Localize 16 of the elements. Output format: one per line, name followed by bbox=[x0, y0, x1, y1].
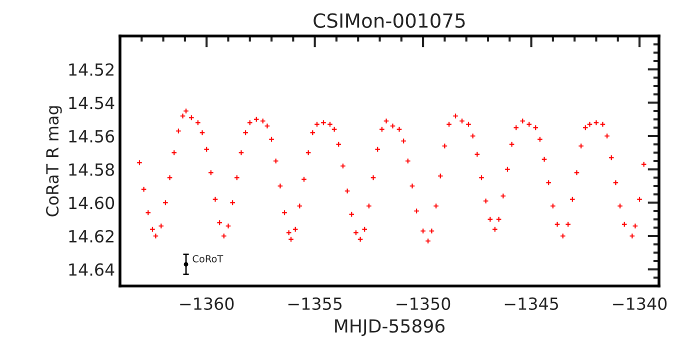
chart-title: CSIMon-001075 bbox=[314, 13, 465, 28]
x-tick-label: −1350 bbox=[396, 297, 450, 310]
series-label: CoRoT bbox=[192, 255, 224, 262]
y-tick-label: 14.58 bbox=[69, 163, 114, 176]
y-tick-label: 14.62 bbox=[69, 230, 114, 243]
x-tick-label: −1340 bbox=[613, 297, 667, 310]
y-tick-label: 14.64 bbox=[69, 263, 114, 276]
x-tick-label: −1360 bbox=[180, 297, 234, 310]
y-tick-label: 14.60 bbox=[69, 196, 114, 210]
x-tick-label: −1345 bbox=[504, 297, 558, 310]
y-axis-title: CoRaT R mag bbox=[46, 106, 62, 216]
y-tick-label: 14.52 bbox=[69, 63, 114, 76]
y-tick-label: 14.54 bbox=[69, 96, 114, 110]
y-tick-label: 14.56 bbox=[69, 130, 114, 143]
x-axis-title: MHJD-55896 bbox=[335, 319, 445, 336]
x-tick-label: −1355 bbox=[288, 297, 342, 310]
